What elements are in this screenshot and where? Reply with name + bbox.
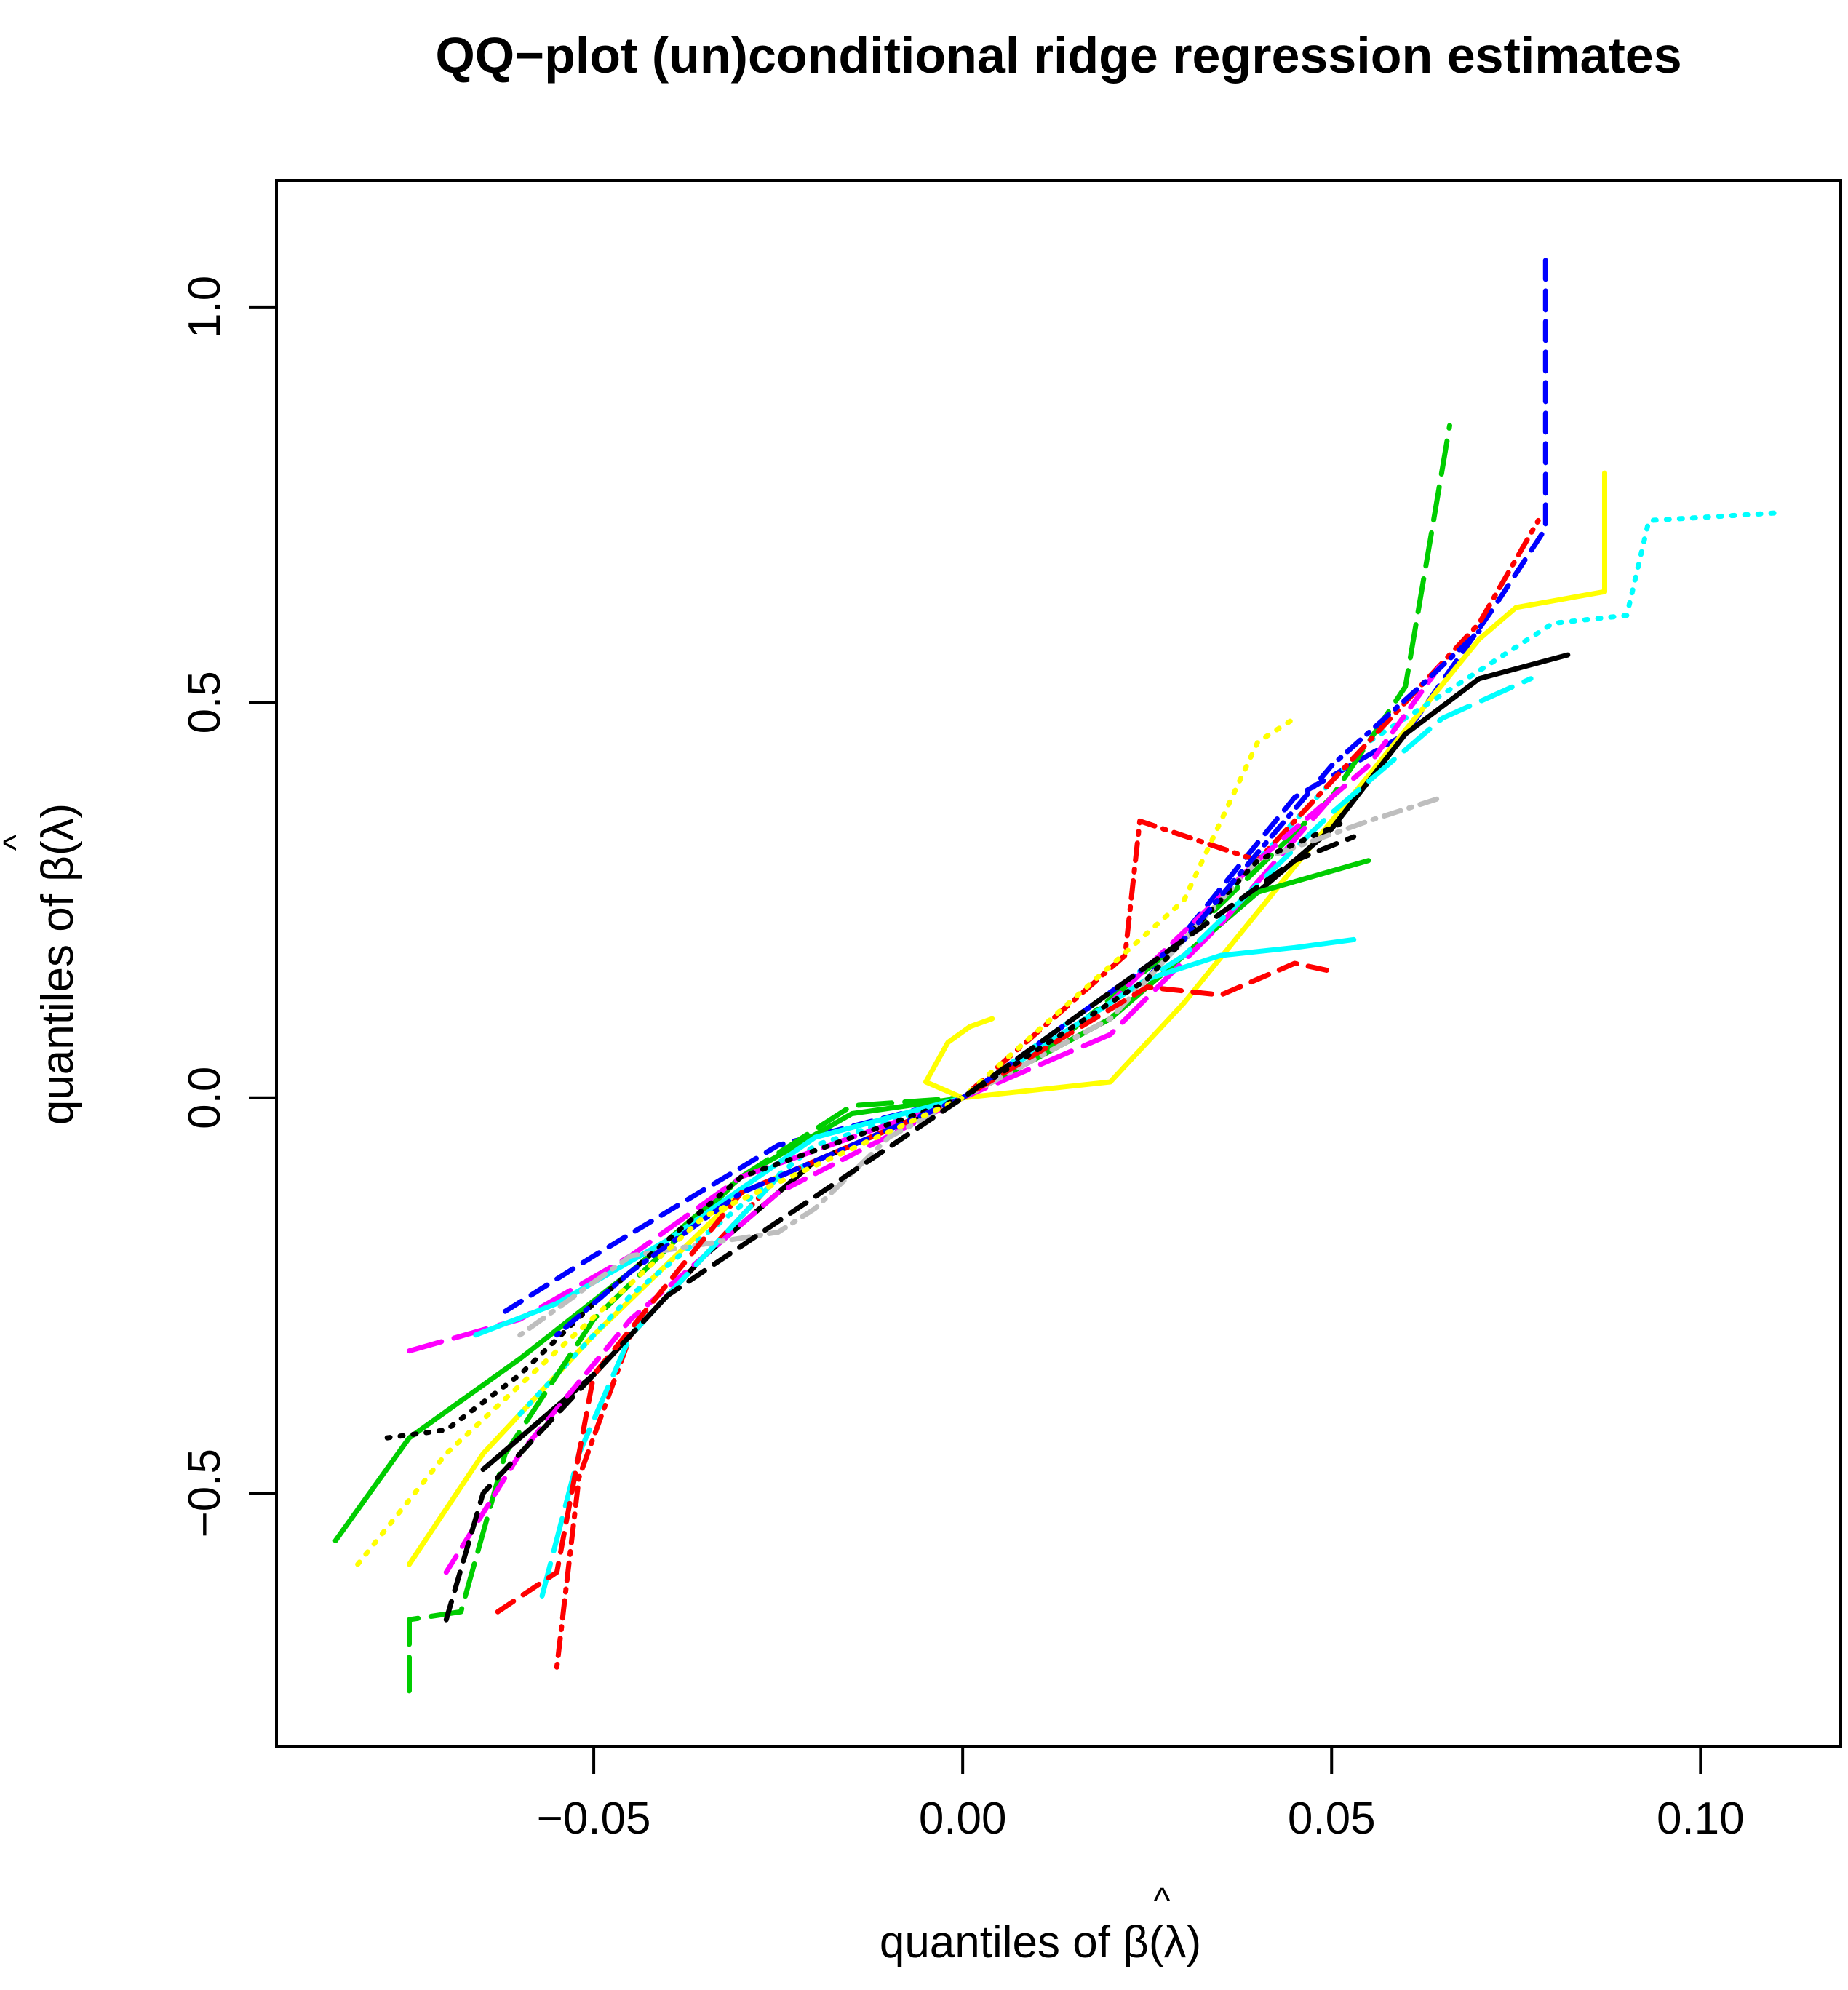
y-tick-label: 1.0 xyxy=(180,276,230,338)
x-axis: −0.05 0.00 0.05 0.10 xyxy=(537,1745,1745,1844)
x-axis-label-symbol: β xyxy=(1123,1917,1149,1967)
y-axis-label-symbol: β xyxy=(33,856,83,882)
x-tick-label: 0.05 xyxy=(1288,1794,1376,1844)
y-axis-label-hat: ^ xyxy=(0,834,36,851)
x-tick-label: 0.10 xyxy=(1657,1794,1745,1844)
y-tick-label: 0.0 xyxy=(180,1067,230,1129)
series-line-9 xyxy=(407,795,1334,1354)
svg-text:quantiles of β(λ): quantiles of β(λ) xyxy=(880,1917,1201,1967)
series-line-11 xyxy=(539,676,1534,1599)
series-line-17 xyxy=(355,715,1297,1567)
y-axis: −0.5 0.0 0.5 1.0 xyxy=(180,276,278,1537)
chart-title: QQ−plot (un)conditional ridge regression… xyxy=(435,27,1681,84)
svg-text:quantiles of β(λ): quantiles of β(λ) xyxy=(33,803,83,1125)
x-tick-label: −0.05 xyxy=(537,1794,651,1844)
series-line-16 xyxy=(554,629,1482,1338)
series-layer xyxy=(332,257,1785,1694)
series-line-14 xyxy=(923,1016,995,1101)
y-tick-label: −0.5 xyxy=(180,1449,230,1537)
series-line-13 xyxy=(495,960,1334,1615)
series-line-1 xyxy=(502,257,1548,1314)
series-line-10 xyxy=(473,936,1357,1338)
series-line-15 xyxy=(384,818,1349,1441)
series-line-18 xyxy=(443,834,1357,1623)
x-axis-label: quantiles of β(λ) ^ xyxy=(880,1882,1201,1967)
series-line-3 xyxy=(517,510,1785,1417)
x-tick-label: 0.00 xyxy=(919,1794,1007,1844)
plot-frame xyxy=(275,179,1842,1748)
y-tick-label: 0.5 xyxy=(180,671,230,733)
series-line-5 xyxy=(554,517,1541,1670)
y-axis-label: quantiles of β(λ) ^ xyxy=(0,803,83,1125)
x-axis-label-hat: ^ xyxy=(1154,1882,1171,1920)
